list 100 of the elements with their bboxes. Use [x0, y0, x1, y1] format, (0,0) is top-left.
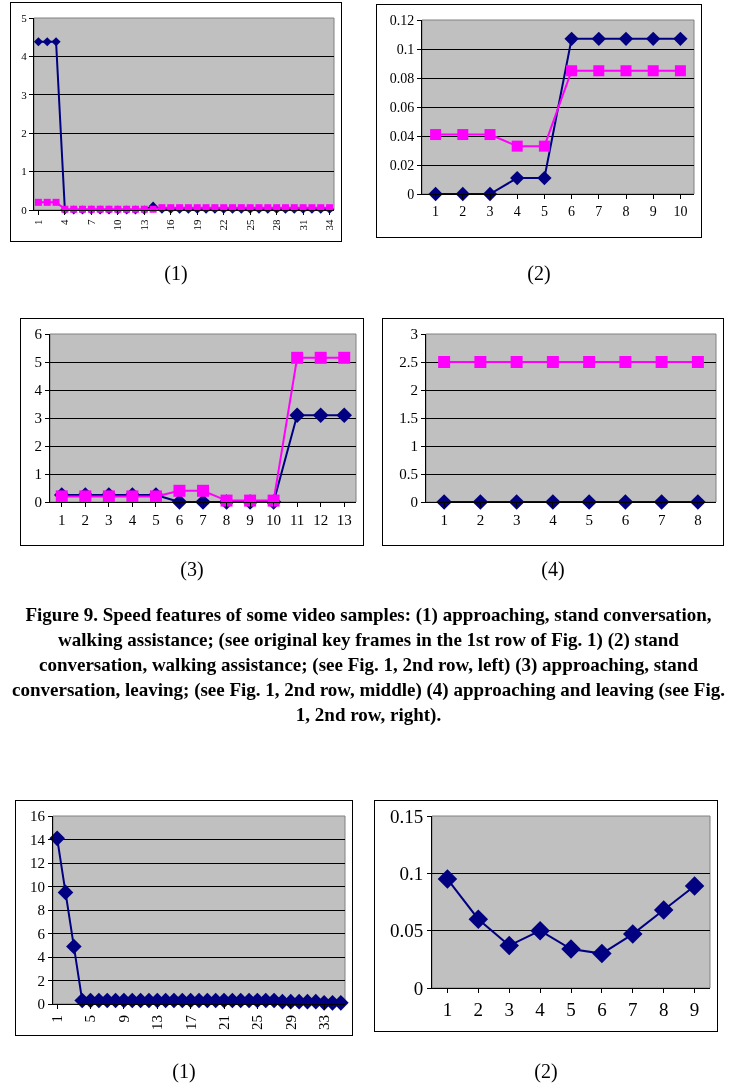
y-tick-label: 0: [413, 977, 424, 999]
x-tick-label: 28: [270, 218, 283, 231]
x-tick-label: 8: [694, 512, 702, 528]
x-tick-label: 7: [595, 203, 603, 219]
point: [530, 920, 550, 941]
y-tick-label: 0: [410, 494, 418, 511]
point: [684, 876, 705, 896]
x-tick-label: 7: [628, 998, 638, 1020]
y-tick-label: 4: [34, 382, 43, 399]
point: [430, 129, 442, 141]
x-tick-label: 3: [512, 512, 521, 528]
point: [34, 198, 42, 206]
x-tick-label: 5: [152, 512, 160, 528]
y-tick-label: 0.06: [389, 99, 415, 115]
y-tick-label: 5: [34, 354, 42, 371]
point: [66, 938, 82, 955]
point: [312, 407, 329, 423]
x-tick-label: 9: [246, 512, 254, 528]
x-tick-label: 4: [535, 998, 546, 1020]
x-tick-label: 1: [432, 203, 440, 219]
point: [653, 900, 674, 920]
point: [437, 869, 458, 889]
point: [566, 65, 578, 77]
x-tick-label: 10: [266, 512, 282, 528]
text: (4): [540, 558, 566, 581]
y-tick-label: 0.1: [396, 41, 415, 57]
x-tick-label: 13: [149, 1015, 166, 1030]
point: [457, 129, 469, 141]
point: [482, 186, 498, 202]
point: [623, 924, 643, 944]
y-tick-label: 0: [34, 494, 42, 511]
x-tick-label: 7: [657, 512, 666, 528]
y-tick-label: 2.5: [399, 354, 418, 371]
text: (2): [533, 1060, 559, 1083]
x-tick-label: 13: [336, 512, 352, 528]
text: (1): [163, 262, 189, 285]
point: [291, 351, 304, 364]
x-tick-label: 8: [658, 998, 669, 1020]
point: [620, 65, 632, 77]
y-tick-label: 3: [410, 326, 418, 343]
point: [646, 31, 661, 46]
x-tick-label: 31: [296, 219, 309, 231]
point: [57, 884, 74, 901]
y-tick-label: 3: [34, 410, 42, 427]
y-tick-label: 2: [410, 382, 418, 399]
y-tick-label: 2: [21, 127, 27, 140]
y-tick-label: 1: [34, 466, 42, 483]
y-tick-label: 6: [34, 326, 43, 343]
point: [484, 129, 496, 141]
caption: Figure 9. Speed features of some video samples: (1) approaching, stand conversation, walking assistance; (see original key frames in the 1st row of Fig. 1) (2) stand conversation, walking assistance; (see Fig. 1, 2nd row, left) (3) approaching, stand conversation, leaving; (see Fig. 1, 2nd row, middle) (4) approaching and leaving (see Fig. 1, 2nd row, right).: [12, 603, 725, 727]
point: [197, 484, 209, 497]
x-tick-label: 2: [81, 512, 90, 528]
x-tick-label: 5: [585, 512, 593, 528]
y-tick-label: 0: [21, 203, 28, 216]
x-tick-label: 3: [105, 512, 113, 528]
x-tick-label: 12: [313, 512, 329, 528]
x-tick-label: 1: [58, 512, 66, 528]
x-tick-label: 2: [459, 203, 467, 219]
x-tick-label: 21: [215, 1015, 232, 1030]
x-tick-label: 1: [440, 512, 448, 528]
x-tick-label: 10: [111, 218, 124, 231]
point: [537, 170, 552, 186]
y-tick-label: 2: [37, 972, 45, 989]
y-tick-label: 4: [21, 50, 28, 63]
x-tick-label: 4: [549, 512, 558, 528]
y-tick-label: 2: [34, 438, 42, 455]
x-tick-label: 5: [566, 998, 576, 1020]
point: [43, 198, 51, 206]
y-tick-label: 12: [30, 855, 45, 872]
x-tick-label: 10: [673, 203, 688, 219]
x-tick-label: 25: [249, 1015, 266, 1030]
point: [538, 140, 550, 152]
text: (1): [171, 1060, 197, 1083]
x-tick-label: 6: [568, 203, 576, 219]
y-tick-label: 8: [37, 902, 45, 919]
y-tick-label: 0.02: [389, 157, 415, 173]
point: [336, 407, 353, 423]
x-tick-label: 3: [486, 203, 494, 219]
x-tick-label: 5: [540, 203, 548, 219]
x-tick-label: 2: [476, 512, 485, 528]
point: [673, 31, 688, 46]
point: [49, 830, 65, 847]
point: [647, 65, 659, 77]
point: [511, 140, 523, 152]
x-tick-label: 13: [137, 218, 150, 231]
x-tick-label: 6: [175, 512, 184, 528]
x-tick-label: 7: [84, 218, 97, 225]
point: [593, 65, 605, 77]
point: [592, 943, 612, 964]
point: [52, 198, 60, 206]
y-tick-label: 0: [407, 186, 415, 202]
y-tick-label: 3: [21, 88, 28, 101]
x-tick-label: 5: [82, 1015, 99, 1023]
x-tick-label: 3: [504, 998, 514, 1020]
y-tick-label: 14: [30, 831, 46, 848]
point: [510, 170, 525, 186]
y-tick-label: 10: [30, 878, 45, 895]
x-tick-label: 9: [689, 998, 700, 1020]
point: [314, 351, 327, 364]
point: [674, 65, 686, 77]
